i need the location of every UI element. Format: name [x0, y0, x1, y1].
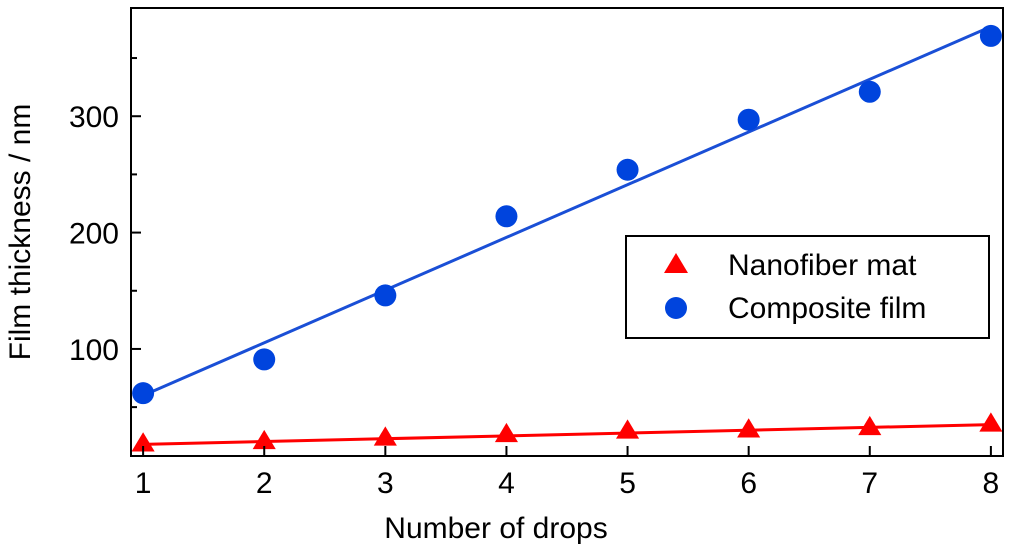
legend-box: [625, 235, 990, 339]
data-point-composite-film: [979, 24, 1002, 47]
data-point-composite-film: [132, 382, 155, 405]
x-tick-label: 4: [498, 467, 515, 500]
x-tick-label: 6: [740, 467, 757, 500]
fit-line-nanofiber-mat: [143, 423, 991, 446]
data-point-composite-film: [374, 284, 397, 307]
x-tick-label: 3: [377, 467, 394, 500]
axes-layer: 1 2 3 4 5 6 7 8 100 200 300: [69, 57, 1000, 500]
data-point-nanofiber-mat: [252, 429, 276, 450]
y-tick-label: 100: [69, 334, 119, 367]
plot-frame: [130, 7, 1004, 457]
y-axis-title: Film thickness / nm: [4, 104, 37, 361]
data-point-composite-film: [616, 158, 639, 181]
y-tick-label: 200: [69, 218, 119, 251]
data-point-composite-film: [737, 108, 760, 131]
legend-label-nanofiber-mat: Nanofiber mat: [728, 249, 917, 282]
legend: Nanofiber mat Composite film: [625, 235, 990, 339]
legend-marker-composite-film: [665, 297, 687, 319]
x-tick-label: 8: [983, 467, 1000, 500]
data-point-composite-film: [253, 348, 276, 371]
data-point-composite-film: [495, 205, 518, 228]
legend-marker-nanofiber-mat: [664, 253, 688, 273]
plot-data-layer: [131, 24, 1003, 452]
data-point-nanofiber-mat: [494, 422, 518, 443]
y-tick-label: 300: [69, 101, 119, 134]
fit-line-composite-film: [142, 25, 992, 397]
data-point-nanofiber-mat: [131, 432, 155, 452]
legend-label-composite-film: Composite film: [728, 292, 926, 325]
data-point-composite-film: [858, 80, 881, 103]
x-tick-label: 5: [619, 467, 636, 500]
data-point-nanofiber-mat: [373, 426, 397, 446]
data-point-nanofiber-mat: [858, 415, 882, 436]
data-point-nanofiber-mat: [616, 419, 640, 439]
x-tick-label: 1: [135, 467, 152, 500]
x-tick-label: 2: [256, 467, 273, 500]
data-point-nanofiber-mat: [979, 412, 1003, 432]
x-axis-title: Number of drops: [384, 512, 607, 545]
x-tick-label: 7: [861, 467, 878, 500]
data-point-nanofiber-mat: [737, 418, 761, 438]
